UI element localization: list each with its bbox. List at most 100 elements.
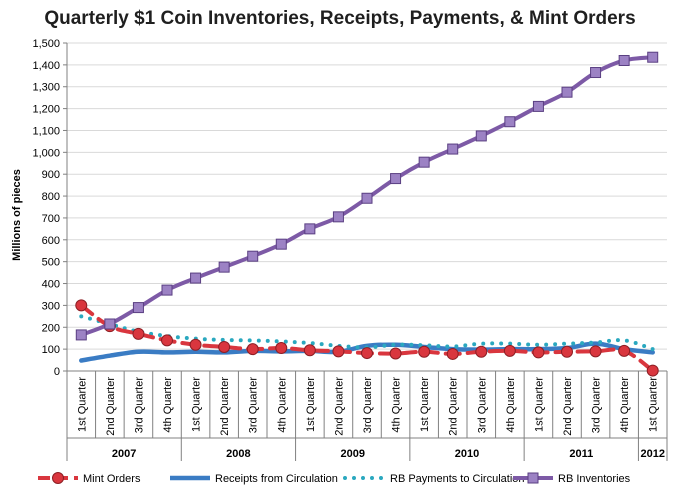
- data-point: [332, 211, 344, 223]
- x-tick-label: 3rd Quarter: [248, 377, 260, 434]
- x-tick-label: 1st Quarter: [533, 377, 545, 432]
- data-point: [161, 284, 173, 296]
- axes: 0 100 200 300 400 500 600 700 800 900 1,000 1,100 1,…: [32, 38, 668, 461]
- y-tick-label: 100: [42, 344, 60, 356]
- data-point: [447, 143, 459, 155]
- data-point: [161, 334, 173, 347]
- legend-label: RB Payments to Circulation: [390, 473, 525, 485]
- data-point: [218, 261, 230, 273]
- legend-label: Mint Orders: [83, 473, 141, 485]
- data-point: [389, 347, 402, 360]
- series-rb-inventories: [75, 51, 659, 341]
- y-tick-label: 500: [42, 257, 60, 269]
- x-tick-label: 4th Quarter: [162, 377, 174, 433]
- data-point: [503, 344, 516, 357]
- year-label: 2007: [112, 448, 136, 460]
- data-point: [418, 156, 430, 168]
- x-tick-label: 4th Quarter: [619, 377, 631, 433]
- data-point: [246, 343, 259, 356]
- legend-label: Receipts from Circulation: [215, 473, 338, 485]
- x-tick-label: 2nd Quarter: [219, 377, 231, 436]
- x-tick-label: 3rd Quarter: [362, 377, 374, 434]
- chart-title: Quarterly $1 Coin Inventories, Receipts,…: [44, 8, 635, 29]
- x-tick-label: 1st Quarter: [648, 377, 660, 432]
- y-tick-label: 1,100: [32, 125, 60, 137]
- x-tick-label: 2nd Quarter: [105, 377, 117, 436]
- legend-marker: [52, 472, 64, 484]
- legend-item-mint-orders: Mint Orders: [38, 472, 141, 485]
- x-tick-label: 3rd Quarter: [591, 377, 603, 434]
- year-label: 2012: [640, 448, 664, 460]
- y-axis-label: Millions of pieces: [11, 169, 23, 261]
- data-point: [247, 250, 259, 262]
- data-point: [304, 223, 316, 235]
- data-point: [104, 318, 116, 330]
- data-point: [647, 51, 659, 63]
- x-tick-label: 4th Quarter: [505, 377, 517, 433]
- y-tick-label: 900: [42, 169, 60, 181]
- y-tick-label: 1,000: [32, 147, 60, 159]
- year-label: 2011: [569, 448, 593, 460]
- data-point: [561, 345, 573, 358]
- year-label: 2008: [226, 448, 250, 460]
- data-point: [532, 346, 545, 359]
- data-point: [475, 345, 488, 358]
- x-tick-label: 2nd Quarter: [333, 377, 345, 436]
- x-tick-label: 4th Quarter: [276, 377, 288, 433]
- data-point: [75, 329, 87, 341]
- data-point: [303, 344, 316, 357]
- data-point: [646, 364, 659, 377]
- y-tick-label: 0: [54, 366, 60, 378]
- data-point: [504, 116, 516, 128]
- series-lines: [75, 51, 659, 377]
- data-point: [561, 86, 573, 98]
- legend-item-rb-payments-to-circulation: RB Payments to Circulation: [343, 473, 525, 485]
- data-point: [218, 340, 231, 353]
- y-tick-label: 1,500: [32, 38, 60, 50]
- x-tick-label: 3rd Quarter: [133, 377, 145, 434]
- legend-item-receipts-from-circulation: Receipts from Circulation: [170, 473, 338, 485]
- gridlines: [67, 42, 667, 372]
- data-point: [361, 192, 373, 204]
- legend-marker: [527, 472, 539, 484]
- data-point: [390, 173, 402, 185]
- x-tick-label: 1st Quarter: [191, 377, 203, 432]
- data-point: [275, 342, 288, 355]
- data-point: [361, 347, 373, 360]
- series-mint-orders: [75, 299, 659, 377]
- data-point: [590, 67, 602, 79]
- data-point: [332, 345, 345, 358]
- data-point: [418, 345, 431, 358]
- y-tick-label: 1,300: [32, 82, 60, 94]
- year-label: 2010: [455, 448, 479, 460]
- y-tick-label: 400: [42, 279, 60, 291]
- data-point: [475, 130, 487, 142]
- data-point: [132, 302, 144, 314]
- y-tick-label: 200: [42, 322, 60, 334]
- data-point: [75, 299, 88, 312]
- x-tick-label: 2nd Quarter: [448, 377, 460, 436]
- x-tick-label: 1st Quarter: [305, 377, 317, 432]
- y-tick-label: 700: [42, 213, 60, 225]
- data-point: [446, 347, 459, 360]
- x-tick-label: 1st Quarter: [419, 377, 431, 432]
- x-tick-label: 4th Quarter: [391, 377, 403, 433]
- data-point: [132, 327, 145, 340]
- y-tick-label: 800: [42, 191, 60, 203]
- y-tick-label: 1,200: [32, 104, 60, 116]
- year-label: 2009: [340, 448, 364, 460]
- data-point: [532, 100, 544, 112]
- y-tick-label: 300: [42, 300, 60, 312]
- data-point: [589, 345, 602, 358]
- y-tick-label: 600: [42, 235, 60, 247]
- x-tick-label: 1st Quarter: [76, 377, 88, 432]
- legend: Mint Orders Receipts from Circulation RB P…: [38, 472, 631, 485]
- data-point: [189, 338, 202, 351]
- legend-label: RB Inventories: [558, 473, 631, 485]
- y-tick-label: 1,400: [32, 60, 60, 72]
- x-tick-label: 3rd Quarter: [476, 377, 488, 434]
- data-point: [618, 344, 631, 357]
- data-point: [275, 238, 287, 250]
